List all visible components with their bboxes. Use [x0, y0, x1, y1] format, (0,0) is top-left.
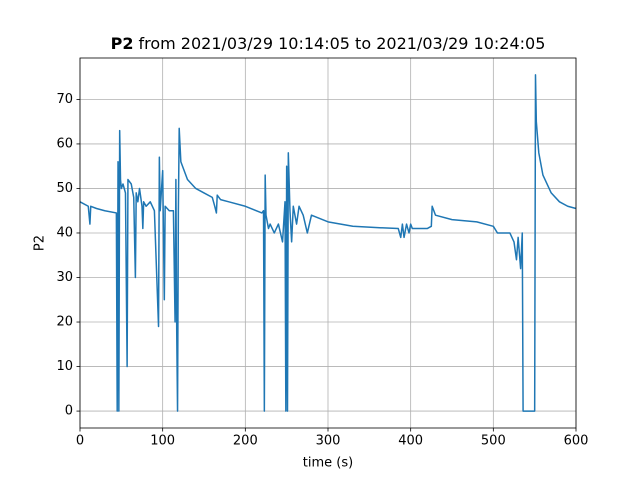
x-tick-label: 600 [564, 434, 589, 449]
y-tick-label: 0 [65, 404, 73, 419]
x-tick-label: 100 [150, 434, 175, 449]
chart-title: P2 from 2021/03/29 10:14:05 to 2021/03/29… [111, 34, 546, 53]
plot-frame [79, 57, 577, 429]
x-tick-label: 400 [398, 434, 423, 449]
x-tick-label: 0 [76, 434, 84, 449]
y-tick-label: 30 [56, 270, 73, 285]
y-tick-label: 50 [56, 181, 73, 196]
x-tick-label: 200 [233, 434, 258, 449]
y-tick-label: 40 [56, 225, 73, 240]
x-tick-label: 500 [481, 434, 506, 449]
y-tick-label: 10 [56, 359, 73, 374]
y-axis-label: P2 [33, 235, 48, 251]
y-tick-label: 20 [56, 315, 73, 330]
y-tick-label: 70 [56, 92, 73, 107]
y-tick-label: 60 [56, 136, 73, 151]
data-line [79, 74, 577, 412]
title-bold: P2 [111, 34, 134, 53]
title-text: from 2021/03/29 10:14:05 to 2021/03/29 1… [138, 34, 545, 53]
x-axis-label: time (s) [303, 456, 353, 471]
x-tick-label: 300 [316, 434, 341, 449]
